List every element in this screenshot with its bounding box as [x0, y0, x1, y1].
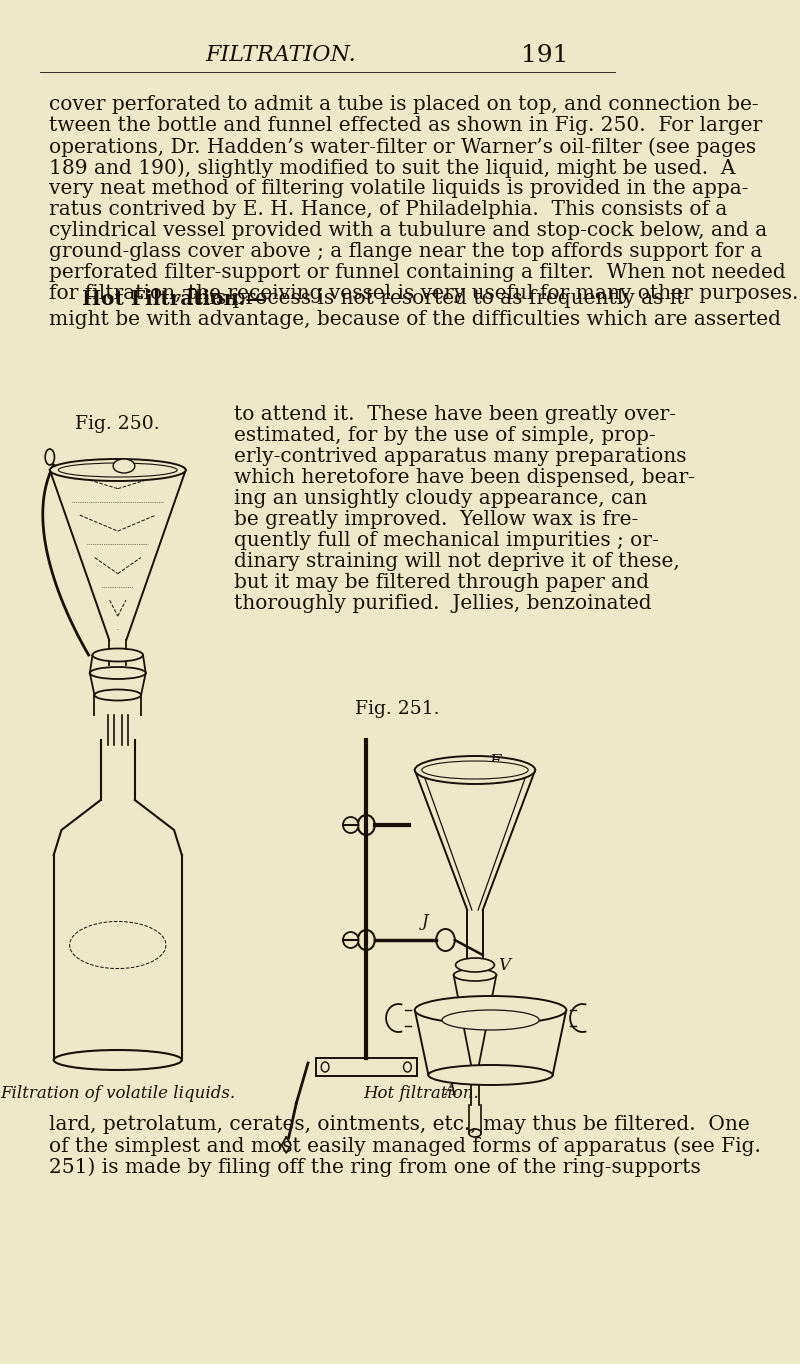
Text: for filtration, the receiving vessel is very useful for many other purposes.: for filtration, the receiving vessel is … — [50, 284, 799, 303]
Text: 251) is made by filing off the ring from one of the ring-supports: 251) is made by filing off the ring from… — [50, 1157, 701, 1177]
Ellipse shape — [422, 761, 528, 779]
Text: might be with advantage, because of the difficulties which are asserted: might be with advantage, because of the … — [50, 310, 782, 329]
Text: ing an unsightly cloudy appearance, can: ing an unsightly cloudy appearance, can — [234, 490, 647, 509]
Text: Hot filtration.: Hot filtration. — [362, 1084, 478, 1102]
Ellipse shape — [54, 1050, 182, 1069]
Text: Hot Filtration.—: Hot Filtration.— — [82, 289, 266, 310]
Ellipse shape — [415, 756, 535, 784]
Text: very neat method of filtering volatile liquids is provided in the appa-: very neat method of filtering volatile l… — [50, 179, 749, 198]
Text: FILTRATION.: FILTRATION. — [206, 44, 356, 65]
Text: tween the bottle and funnel effected as shown in Fig. 250.  For larger: tween the bottle and funnel effected as … — [50, 116, 762, 135]
Ellipse shape — [455, 958, 494, 973]
Text: which heretofore have been dispensed, bear-: which heretofore have been dispensed, be… — [234, 468, 695, 487]
Text: to attend it.  These have been greatly over-: to attend it. These have been greatly ov… — [234, 405, 676, 424]
Circle shape — [403, 1063, 411, 1072]
Ellipse shape — [93, 648, 143, 662]
Text: Fig. 250.: Fig. 250. — [75, 415, 160, 432]
Text: F: F — [489, 753, 501, 771]
Text: ratus contrived by E. H. Hance, of Philadelphia.  This consists of a: ratus contrived by E. H. Hance, of Phila… — [50, 201, 728, 220]
Ellipse shape — [436, 929, 455, 951]
Ellipse shape — [358, 930, 375, 949]
Text: 189 and 190), slightly modified to suit the liquid, might be used.  A: 189 and 190), slightly modified to suit … — [50, 158, 736, 177]
Text: cylindrical vessel provided with a tubulure and stop-cock below, and a: cylindrical vessel provided with a tubul… — [50, 221, 768, 240]
Text: quently full of mechanical impurities ; or-: quently full of mechanical impurities ; … — [234, 531, 659, 550]
Ellipse shape — [58, 462, 177, 477]
Ellipse shape — [415, 996, 566, 1024]
Text: of the simplest and most easily managed forms of apparatus (see Fig.: of the simplest and most easily managed … — [50, 1136, 762, 1155]
Text: lard, petrolatum, cerates, ointments, etc., may thus be filtered.  One: lard, petrolatum, cerates, ointments, et… — [50, 1114, 750, 1133]
Text: operations, Dr. Hadden’s water-filter or Warner’s oil-filter (see pages: operations, Dr. Hadden’s water-filter or… — [50, 136, 757, 157]
Ellipse shape — [50, 460, 186, 481]
Text: Filtration of volatile liquids.: Filtration of volatile liquids. — [0, 1084, 235, 1102]
Ellipse shape — [454, 968, 496, 981]
Text: This process is not resorted to as frequently as it: This process is not resorted to as frequ… — [183, 289, 685, 308]
Text: thoroughly purified.  Jellies, benzoinated: thoroughly purified. Jellies, benzoinate… — [234, 595, 652, 614]
Circle shape — [322, 1063, 329, 1072]
Ellipse shape — [94, 689, 141, 701]
Ellipse shape — [343, 817, 358, 833]
Ellipse shape — [343, 932, 358, 948]
Ellipse shape — [358, 816, 375, 835]
Text: Fig. 251.: Fig. 251. — [355, 700, 439, 717]
Text: V: V — [498, 958, 510, 974]
Ellipse shape — [113, 460, 135, 473]
Text: dinary straining will not deprive it of these,: dinary straining will not deprive it of … — [234, 552, 680, 572]
Text: 191: 191 — [521, 44, 569, 67]
Text: but it may be filtered through paper and: but it may be filtered through paper and — [234, 573, 650, 592]
Ellipse shape — [469, 1129, 482, 1138]
Text: estimated, for by the use of simple, prop-: estimated, for by the use of simple, pro… — [234, 426, 656, 445]
Bar — [316, 1058, 417, 1076]
Text: perforated filter-support or funnel containing a filter.  When not needed: perforated filter-support or funnel cont… — [50, 263, 786, 282]
Text: erly-contrived apparatus many preparations: erly-contrived apparatus many preparatio… — [234, 447, 686, 466]
Ellipse shape — [90, 667, 146, 679]
Text: ground-glass cover above ; a flange near the top affords support for a: ground-glass cover above ; a flange near… — [50, 243, 763, 261]
Text: be greatly improved.  Yellow wax is fre-: be greatly improved. Yellow wax is fre- — [234, 510, 638, 529]
Text: A: A — [444, 1082, 456, 1099]
Text: cover perforated to admit a tube is placed on top, and connection be-: cover perforated to admit a tube is plac… — [50, 95, 759, 115]
Ellipse shape — [428, 1065, 553, 1084]
Ellipse shape — [45, 449, 54, 465]
Ellipse shape — [442, 1009, 539, 1030]
Text: J: J — [422, 913, 429, 930]
